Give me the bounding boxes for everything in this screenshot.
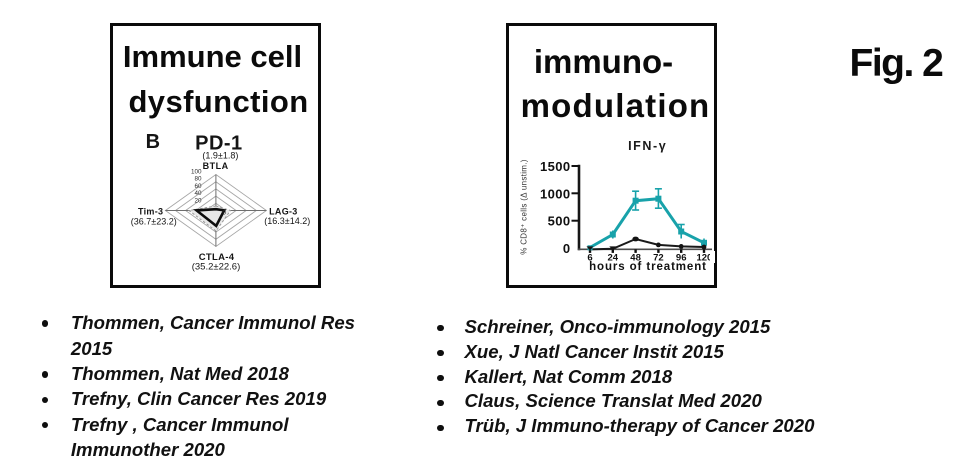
svg-text:Tim-3: Tim-3 xyxy=(138,207,163,217)
svg-text:24: 24 xyxy=(608,253,619,264)
svg-text:72: 72 xyxy=(653,253,664,264)
svg-text:48: 48 xyxy=(630,253,641,264)
svg-text:80: 80 xyxy=(194,176,202,183)
svg-text:1000: 1000 xyxy=(540,186,571,201)
svg-text:LAG-3: LAG-3 xyxy=(269,207,298,217)
svg-text:PD-1: PD-1 xyxy=(195,133,243,155)
svg-text:60: 60 xyxy=(194,183,202,190)
svg-text:(16.3±14.2): (16.3±14.2) xyxy=(264,216,310,226)
svg-text:IFN-γ: IFN-γ xyxy=(628,139,667,153)
svg-text:0: 0 xyxy=(563,241,571,256)
svg-text:6: 6 xyxy=(587,253,592,264)
svg-text:100: 100 xyxy=(191,169,202,176)
svg-text:1500: 1500 xyxy=(540,159,571,174)
svg-text:0: 0 xyxy=(222,210,226,217)
svg-text:CTLA-4: CTLA-4 xyxy=(199,252,235,263)
svg-text:% CD8⁺ cells (Δ unstim.): % CD8⁺ cells (Δ unstim.) xyxy=(520,159,529,254)
svg-text:96: 96 xyxy=(676,253,687,264)
svg-text:120: 120 xyxy=(696,253,712,264)
svg-text:BTLA: BTLA xyxy=(203,161,229,171)
svg-text:40: 40 xyxy=(194,190,202,197)
svg-text:(1.9±1.8): (1.9±1.8) xyxy=(202,150,238,160)
svg-text:(35.2±22.6): (35.2±22.6) xyxy=(192,261,241,272)
svg-text:20: 20 xyxy=(194,197,202,204)
svg-text:B: B xyxy=(146,131,160,153)
svg-text:hours of treatment: hours of treatment xyxy=(589,261,707,273)
svg-text:(36.7±23.2): (36.7±23.2) xyxy=(131,217,177,227)
svg-text:500: 500 xyxy=(548,214,571,229)
